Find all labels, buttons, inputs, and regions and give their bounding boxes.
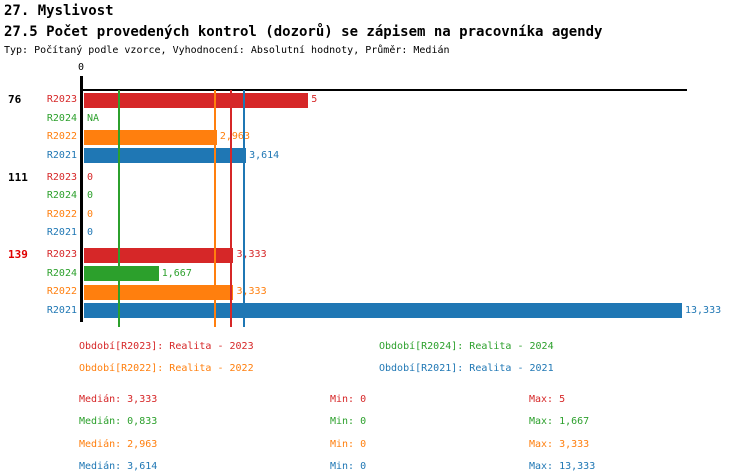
series-label-r2023: R2023 <box>46 171 77 183</box>
bar-r2023 <box>84 247 234 263</box>
stat-max: Max: 5 <box>529 394 566 405</box>
median-line-r2021 <box>243 90 246 327</box>
group-label: 111 <box>8 170 28 184</box>
legend: Období[R2023]: Realita - 2023 Období[R202… <box>79 340 554 375</box>
series-label-r2024: R2024 <box>46 267 77 279</box>
series-label-r2024: R2024 <box>46 190 77 201</box>
bar-value-label: 3,333 <box>236 286 267 297</box>
stat-max: Max: 13,333 <box>529 461 596 473</box>
stat-row-r2024: Medián: 0,833 Min: 0 Max: 1,667 <box>79 415 595 428</box>
page-title: 27. Myslivost <box>4 3 114 19</box>
stat-median: Medián: 0,833 <box>79 416 158 428</box>
stat-max: Max: 1,667 <box>529 416 590 428</box>
series-label-r2022: R2022 <box>46 208 77 220</box>
group-label: 76 <box>8 93 22 106</box>
median-line-r2022 <box>213 90 216 327</box>
bar-value-label: 0 <box>87 171 94 183</box>
median-line-r2024 <box>118 90 121 327</box>
series-label-r2021: R2021 <box>46 227 77 238</box>
bar-value-label: 0 <box>87 190 94 201</box>
legend-item-r2023: Období[R2023]: Realita - 2023 <box>79 341 254 352</box>
bar-value-label: 2,963 <box>219 131 250 142</box>
bar-value-label: 3,333 <box>236 249 267 260</box>
series-label-r2024: R2024 <box>46 112 77 124</box>
series-label-r2022: R2022 <box>46 286 77 297</box>
bar-value-label: 3,614 <box>249 149 280 161</box>
bar-r2021 <box>84 303 682 318</box>
stat-row-r2021: Medián: 3,614 Min: 0 Max: 13,333 <box>79 460 595 473</box>
stat-min: Min: 0 <box>330 394 367 405</box>
bar-r2022 <box>84 284 234 300</box>
bar-r2021 <box>84 148 247 163</box>
x-axis-zero-label: 0 <box>77 62 85 73</box>
group-label: 139 <box>8 248 28 261</box>
stat-median: Medián: 3,614 <box>79 461 158 473</box>
stat-median: Medián: 3,333 <box>79 394 158 405</box>
page-subtitle: 27.5 Počet provedených kontrol (dozorů) … <box>4 24 603 40</box>
bar-r2022 <box>84 129 217 145</box>
stat-min: Min: 0 <box>330 416 367 428</box>
bar-value-label: 0 <box>87 208 94 220</box>
series-label-r2022: R2022 <box>46 131 77 142</box>
bar-r2023 <box>84 92 309 108</box>
series-label-r2023: R2023 <box>46 249 77 260</box>
series-label-r2021: R2021 <box>46 304 77 316</box>
stat-max: Max: 3,333 <box>529 438 590 450</box>
chart-meta: Typ: Počítaný podle vzorce, Vyhodnocení:… <box>4 45 450 56</box>
y-axis-line <box>80 76 83 322</box>
legend-item-r2022: Období[R2022]: Realita - 2022 <box>79 363 254 374</box>
legend-item-r2024: Období[R2024]: Realita - 2024 <box>379 341 554 352</box>
series-label-r2021: R2021 <box>46 149 77 161</box>
stat-min: Min: 0 <box>330 438 367 450</box>
bar-chart: 0 76 R2023 5 R2024 NA R2022 2,963 R2021 3,614 111… <box>8 62 722 327</box>
legend-item-r2021: Období[R2021]: Realita - 2021 <box>379 363 554 374</box>
series-label-r2023: R2023 <box>46 94 77 105</box>
bar-value-label: 13,333 <box>684 304 722 316</box>
stat-min: Min: 0 <box>330 461 367 473</box>
median-line-r2023 <box>230 90 233 327</box>
stats-table: Medián: 3,333 Min: 0 Max: 5 Medián: 0,833 Mi… <box>79 393 595 473</box>
bar-value-label: 0 <box>87 227 94 238</box>
stat-row-r2022: Medián: 2,963 Min: 0 Max: 3,333 <box>79 438 595 451</box>
stat-row-r2023: Medián: 3,333 Min: 0 Max: 5 <box>79 393 595 406</box>
x-axis-line <box>80 89 687 91</box>
bar-value-label: 5 <box>311 94 318 105</box>
bar-value-label: 1,667 <box>161 267 192 279</box>
bar-r2024 <box>84 266 159 281</box>
bar-value-label: NA <box>87 112 100 124</box>
stat-median: Medián: 2,963 <box>79 438 158 450</box>
